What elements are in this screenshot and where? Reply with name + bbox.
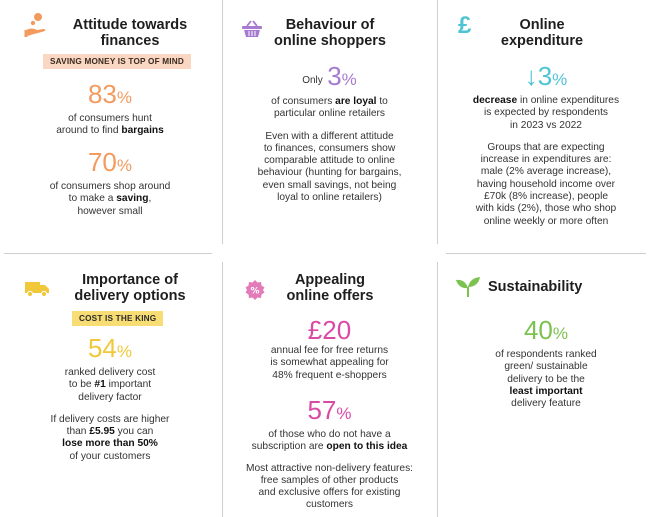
expenditure-para-line: male (2% average increase),: [480, 166, 612, 178]
finances-stat2-value: 70: [87, 147, 117, 177]
sustainability-text5: delivery feature: [511, 398, 581, 410]
delivery-para3-bold: lose more than 50%: [62, 438, 158, 450]
finances-badge: SAVING MONEY IS TOP OF MIND: [43, 54, 191, 69]
behaviour-para-line: to finances, consumers show: [263, 142, 396, 154]
row-divider-right: [446, 253, 646, 254]
offers-stat1-value: £20: [307, 315, 352, 345]
behaviour-text1-pre: of consumers: [271, 96, 333, 107]
expenditure-para-line: having household income over: [476, 178, 616, 190]
sustainability-stat-value: 40: [523, 315, 553, 345]
delivery-stat-unit: %: [116, 342, 133, 361]
finances-stat2-text2: to make a: [68, 193, 114, 205]
delivery-truck-icon: [24, 280, 50, 303]
expenditure-stat-unit: %: [552, 70, 568, 89]
finances-title-line2: finances: [100, 33, 160, 49]
expenditure-text1-bold: decrease: [472, 95, 518, 106]
column-divider-2: [437, 0, 438, 244]
delivery-title-line1: Importance of: [82, 272, 178, 288]
expenditure-para-line: increase in expenditures are:: [480, 154, 612, 166]
column-divider-1: [222, 0, 223, 244]
sustainability-text1: of respondents ranked: [495, 349, 597, 360]
basket-icon: [241, 20, 263, 43]
column-divider-4: [437, 262, 438, 517]
expenditure-title-line1: Online: [519, 17, 565, 33]
expenditure-text1-post: in online expenditures: [519, 95, 620, 106]
behaviour-para-line: loyal to online retailers): [277, 192, 382, 204]
leaf-sprout-icon: [455, 276, 481, 303]
behaviour-text1-post: to: [379, 96, 388, 107]
delivery-badge: COST IS THE KING: [72, 311, 164, 326]
row-divider-left: [4, 253, 212, 254]
delivery-para2-bold: £5.95: [89, 426, 115, 438]
expenditure-para-line: £70k (8% increase), people: [483, 191, 609, 203]
sustainability-title: Sustainability: [488, 279, 583, 295]
offers-stat2-value: 57: [307, 395, 337, 425]
behaviour-prefix: Only: [302, 74, 323, 86]
sustainability-text3: delivery to be the: [507, 373, 585, 385]
finances-stat2-bold: saving: [116, 193, 149, 205]
offers-para-line: free samples of other products: [260, 474, 399, 486]
behaviour-text2: particular online retailers: [274, 108, 385, 120]
behaviour-stat-value: 3: [327, 61, 342, 91]
sustainability-text4-bold: least important: [509, 385, 583, 397]
pound-sign-icon: £: [458, 12, 472, 39]
offers-stat2-text1: of those who do not have a: [268, 429, 391, 440]
offers-stat2-text2-pre: subscription are: [251, 441, 324, 453]
svg-text:%: %: [250, 287, 259, 297]
discount-badge-icon: %: [244, 279, 266, 306]
offers-para-line: and exclusive offers for existing: [258, 487, 401, 499]
sustainability-stat-unit: %: [552, 324, 569, 343]
finances-stat1-bold: bargains: [121, 125, 164, 137]
offers-stat1-text1: annual fee for free returns: [270, 345, 389, 356]
behaviour-para-line: Even with a different attitude: [265, 130, 394, 142]
finances-stat2-text1: of consumers shop around: [49, 181, 171, 192]
delivery-stat-value: 54: [87, 333, 117, 363]
delivery-text2-post: important: [108, 379, 152, 391]
finances-stat2-comma: ,: [148, 193, 152, 205]
behaviour-title-line2: online shoppers: [274, 33, 386, 49]
delivery-para1: If delivery costs are higher: [50, 413, 170, 425]
expenditure-arrow: ↓: [524, 61, 538, 91]
offers-stat1-text2: is somewhat appealing for: [270, 357, 389, 369]
offers-para-line: customers: [306, 499, 353, 511]
delivery-text2-bold: #1: [94, 379, 106, 391]
finances-stat1-unit: %: [116, 88, 133, 107]
offers-title-line2: online offers: [286, 288, 374, 304]
finances-stat2-unit: %: [116, 156, 133, 175]
expenditure-text3: in 2023 vs 2022: [510, 119, 582, 131]
behaviour-title-line1: Behaviour of: [285, 17, 375, 33]
expenditure-para-line: with kids (2%), those who shop: [475, 203, 617, 215]
offers-stat2-text2-bold: open to this idea: [326, 441, 408, 453]
finances-stat1-text1: of consumers hunt: [68, 113, 152, 124]
behaviour-stat-unit: %: [341, 70, 357, 89]
delivery-text3: delivery factor: [78, 391, 142, 403]
expenditure-para-line: online weekly or more often: [483, 215, 609, 227]
expenditure-stat-value: 3: [537, 61, 553, 91]
offers-stat2-unit: %: [336, 404, 352, 423]
hand-coin-icon: [24, 12, 50, 45]
offers-stat1-text3: 48% frequent e-shoppers: [272, 369, 387, 381]
column-divider-3: [222, 262, 223, 517]
behaviour-para-line: even small savings, not being: [262, 179, 397, 191]
behaviour-para-line: behaviour (hunting for bargains,: [257, 167, 402, 179]
offers-para-line: Most attractive non-delivery features:: [245, 462, 414, 474]
finances-stat1-text2: around to find: [56, 125, 119, 137]
expenditure-para-line: Groups that are expecting: [487, 141, 605, 153]
delivery-para2-post: you can: [117, 426, 154, 438]
behaviour-text1-bold: are loyal: [335, 96, 377, 107]
delivery-title-line2: delivery options: [74, 288, 186, 304]
delivery-para2-pre: than: [66, 426, 87, 438]
expenditure-title-line2: expenditure: [500, 33, 584, 49]
finances-title-line1: Attitude towards: [72, 17, 188, 33]
sustainability-text2: green/ sustainable: [504, 361, 588, 373]
expenditure-text2: is expected by respondents: [483, 107, 609, 119]
delivery-text2-pre: to be: [68, 379, 92, 391]
finances-stat2-text3: however small: [77, 205, 143, 217]
finances-stat1-value: 83: [87, 79, 117, 109]
delivery-text1: ranked delivery cost: [64, 367, 156, 378]
offers-title-line1: Appealing: [294, 272, 366, 288]
behaviour-para-line: comparable attitude to online: [264, 155, 395, 167]
delivery-para4: of your customers: [69, 450, 151, 462]
